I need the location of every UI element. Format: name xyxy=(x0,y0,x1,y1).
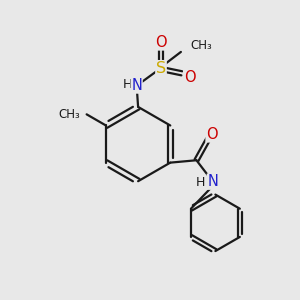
Text: CH₃: CH₃ xyxy=(58,108,80,121)
Text: N: N xyxy=(131,78,142,93)
Text: O: O xyxy=(184,70,195,85)
Text: CH₃: CH₃ xyxy=(191,40,212,52)
Text: S: S xyxy=(156,61,166,76)
Text: H: H xyxy=(122,77,132,91)
Text: O: O xyxy=(206,127,218,142)
Text: H: H xyxy=(196,176,205,189)
Text: N: N xyxy=(207,174,218,189)
Text: O: O xyxy=(155,35,167,50)
